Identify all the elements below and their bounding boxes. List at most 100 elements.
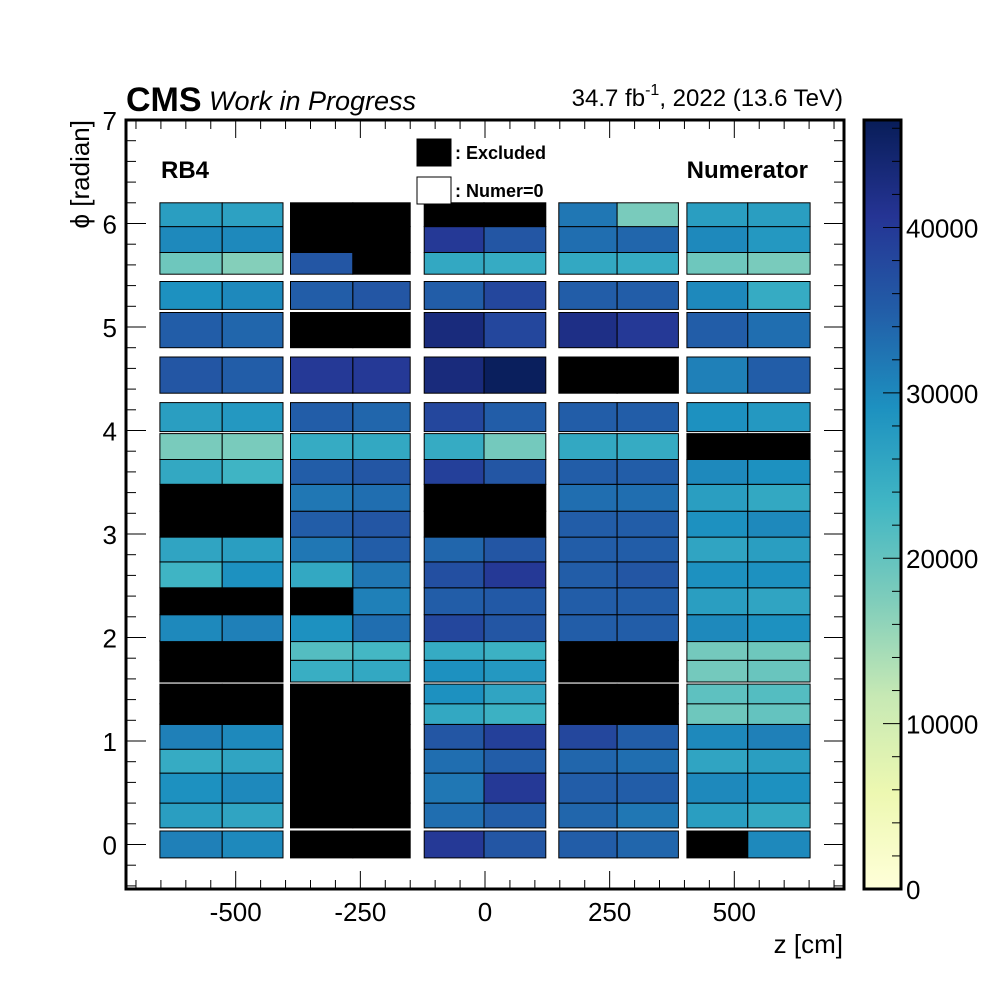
chamber-cell (222, 562, 283, 588)
y-tick-label: 5 (103, 313, 117, 343)
chamber-cell (353, 773, 410, 803)
chamber-cell (748, 282, 810, 310)
chamber-cell (222, 537, 283, 562)
chamber-cell (291, 660, 353, 682)
chamber-cell (160, 562, 222, 588)
chamber-cell (559, 724, 617, 749)
chamber-cell (559, 641, 617, 661)
chamber-cell (687, 313, 748, 348)
colorbar-tick-label: 30000 (906, 379, 978, 409)
chamber-cell (222, 460, 283, 485)
chamber-cell (291, 537, 353, 562)
chamber-cell (484, 724, 546, 749)
chamber-cell (687, 357, 748, 393)
chamber-cell (617, 831, 678, 858)
chamber-cell (424, 684, 484, 704)
chamber-cell (748, 724, 810, 749)
chamber-cell (424, 282, 484, 310)
chamber-cell (353, 749, 410, 773)
chamber-cell (222, 684, 283, 704)
chamber-cell (291, 724, 353, 749)
chamber-cell (424, 203, 484, 227)
chamber-cell (617, 484, 678, 511)
chamber-cell (687, 511, 748, 537)
chamber-cell (291, 313, 353, 348)
chamber-cell (424, 660, 484, 682)
chamber-cell (424, 511, 484, 537)
chamber-cell (424, 537, 484, 562)
chamber-cell (687, 434, 748, 460)
chamber-cell (484, 403, 546, 432)
chamber-cell (617, 511, 678, 537)
chamber-cell (353, 460, 410, 485)
chamber-cell (424, 484, 484, 511)
chamber-cell (222, 803, 283, 828)
lumi-value: 34.7 fb (572, 85, 645, 112)
chamber-cell (222, 511, 283, 537)
chamber-cell (748, 484, 810, 511)
chamber-cell (484, 660, 546, 682)
chamber-cell (424, 803, 484, 828)
experiment-label: CMS (126, 81, 202, 119)
chamber-cell (222, 313, 283, 348)
colorbar-tick-label: 0 (906, 875, 920, 905)
chamber-cell (748, 460, 810, 485)
chamber-cell (291, 434, 353, 460)
chamber-cell (160, 511, 222, 537)
chamber-cell (353, 704, 410, 725)
chamber-cell (748, 511, 810, 537)
chamber-cell (617, 562, 678, 588)
chamber-cell (687, 724, 748, 749)
chamber-cell (222, 773, 283, 803)
chamber-cell (617, 588, 678, 615)
chamber-cell (484, 357, 546, 393)
chamber-cell (748, 562, 810, 588)
chamber-cell (222, 831, 283, 858)
station-label: RB4 (161, 157, 210, 184)
chamber-cell (222, 749, 283, 773)
chamber-cell (559, 537, 617, 562)
lumi-label: 34.7 fb-1, 2022 (13.6 TeV) (572, 82, 843, 112)
chamber-cell (291, 704, 353, 725)
colorbar (864, 120, 901, 889)
chamber-cell (748, 537, 810, 562)
chamber-cell (617, 227, 678, 253)
chamber-cell (748, 434, 810, 460)
x-tick-label: -500 (210, 897, 262, 927)
chamber-cell (748, 803, 810, 828)
chamber-cell (160, 588, 222, 615)
chamber-cell (424, 434, 484, 460)
chamber-cell (559, 684, 617, 704)
chamber-cell (222, 588, 283, 615)
y-tick-label: 1 (103, 727, 117, 757)
chamber-cell (687, 253, 748, 275)
chamber-cell (748, 704, 810, 725)
chamber-cell (424, 403, 484, 432)
chamber-cell (617, 749, 678, 773)
colorbar-tick-label: 10000 (906, 710, 978, 740)
chamber-cell (291, 253, 353, 275)
chamber-cell (424, 749, 484, 773)
chamber-cell (559, 511, 617, 537)
chamber-cell (424, 313, 484, 348)
chamber-cell (687, 537, 748, 562)
chamber-cell (748, 203, 810, 227)
chamber-cell (353, 684, 410, 704)
chamber-cell (160, 684, 222, 704)
chamber-cell (291, 562, 353, 588)
chamber-cell (424, 227, 484, 253)
chamber-cell (424, 704, 484, 725)
chamber-cell (484, 684, 546, 704)
chamber-cell (687, 615, 748, 642)
chamber-cell (291, 282, 353, 310)
chamber-cell (160, 537, 222, 562)
chamber-cell (748, 684, 810, 704)
chamber-cell (160, 641, 222, 661)
chamber-cell (687, 831, 748, 858)
chamber-cell (559, 660, 617, 682)
chamber-cell (222, 660, 283, 682)
chamber-cell (160, 749, 222, 773)
chamber-cell (559, 704, 617, 725)
chamber-cell (353, 831, 410, 858)
